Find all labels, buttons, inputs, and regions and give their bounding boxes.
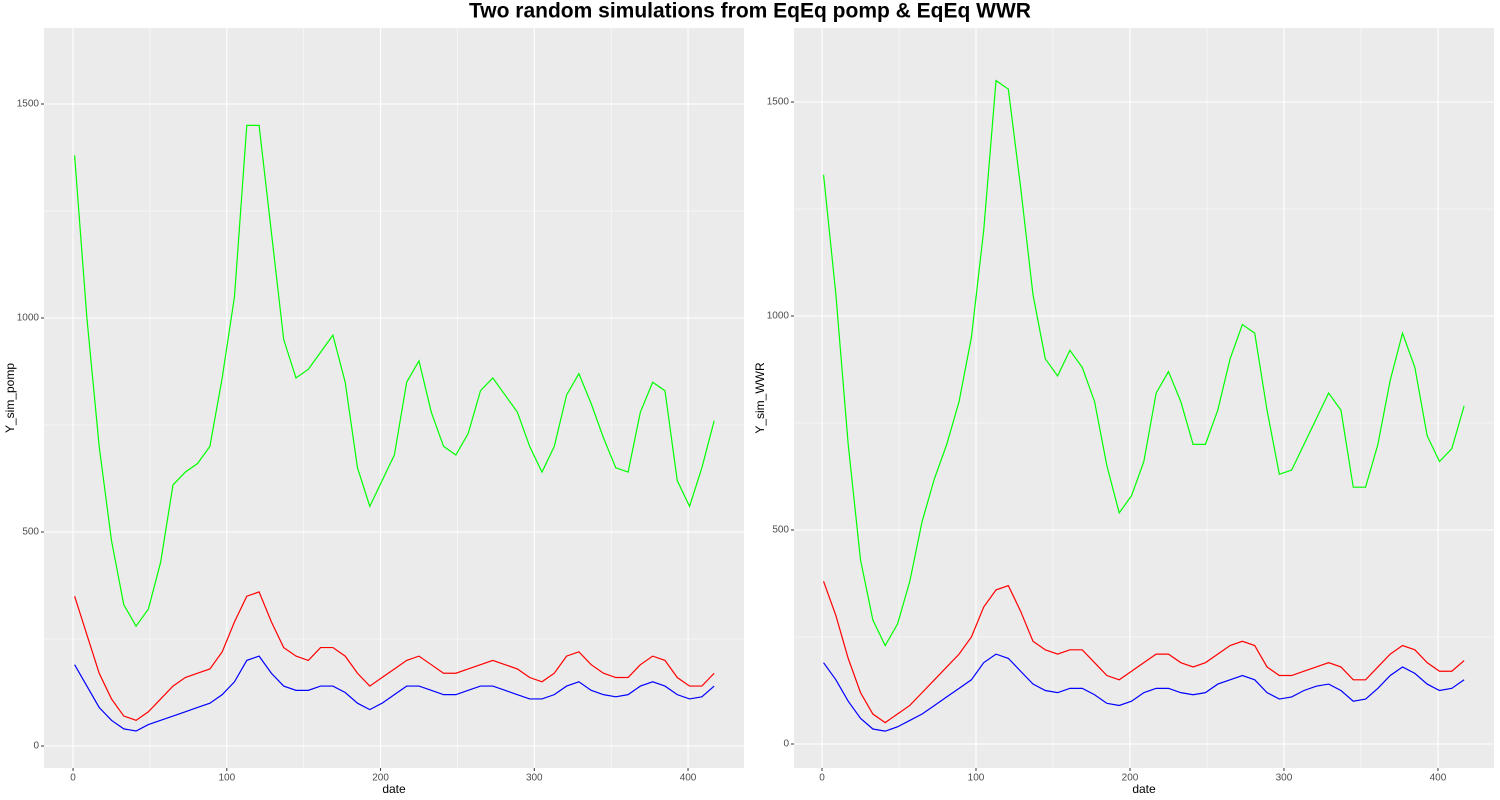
- x-tick-label: 300: [526, 773, 543, 784]
- line: [822, 79, 1465, 647]
- y-tick-label: 1500: [767, 97, 790, 108]
- panel-background: [794, 28, 1494, 768]
- line: [74, 655, 715, 732]
- y-tick-label: 1500: [17, 99, 40, 110]
- x-tick-label: 400: [680, 773, 697, 784]
- y-tick-label: 1000: [17, 313, 40, 324]
- line: [822, 581, 1465, 724]
- line: [823, 653, 1465, 732]
- y-tick-label: 500: [22, 527, 39, 538]
- x-tick-label: 100: [968, 773, 985, 784]
- panel-background: [44, 28, 744, 768]
- x-tick-label: 400: [1430, 773, 1447, 784]
- line: [74, 124, 715, 628]
- x-tick-label: 300: [1276, 773, 1293, 784]
- x-axis-title: date: [382, 782, 406, 796]
- x-tick-label: 100: [218, 773, 235, 784]
- y-tick-label: 0: [783, 739, 789, 750]
- line: [74, 591, 715, 721]
- chart-title: Two random simulations from EqEq pomp & …: [469, 0, 1031, 23]
- x-axis-title: date: [1132, 782, 1156, 796]
- y-axis-title: Y_sim_pomp: [3, 363, 17, 433]
- y-tick-label: 500: [772, 525, 789, 536]
- x-tick-label: 0: [819, 773, 825, 784]
- y-tick-label: 0: [33, 741, 39, 752]
- y-axis-title: Y_sim_WWR: [753, 362, 767, 434]
- x-tick-label: 0: [70, 773, 76, 784]
- y-tick-label: 1000: [767, 311, 790, 322]
- x-tick-label: 200: [372, 773, 389, 784]
- x-tick-label: 200: [1122, 773, 1139, 784]
